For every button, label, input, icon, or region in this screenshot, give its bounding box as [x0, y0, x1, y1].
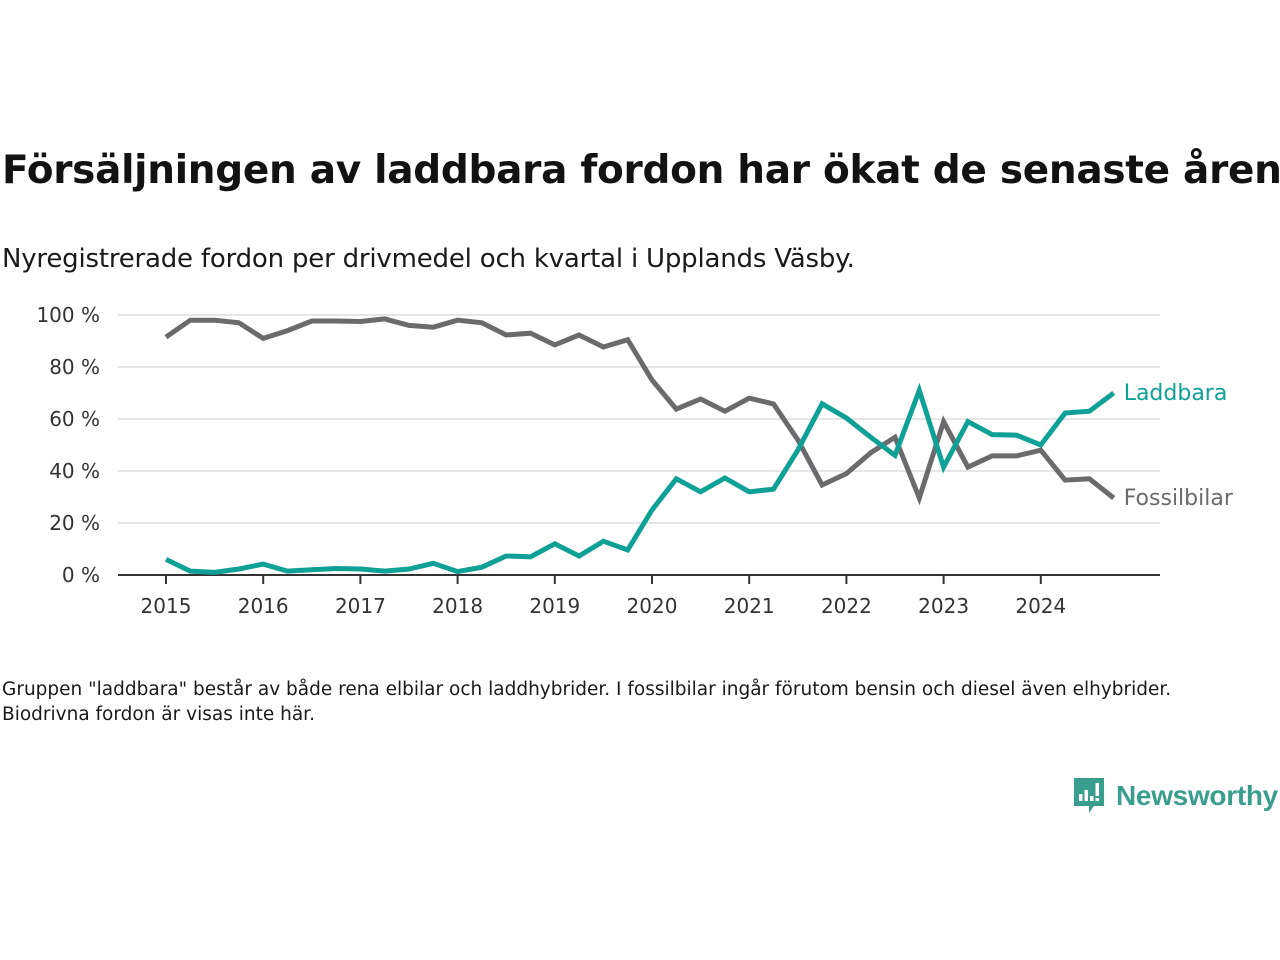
y-tick-label: 60 % — [49, 407, 100, 431]
gridlines — [118, 314, 1160, 524]
x-tick-label: 2024 — [1015, 594, 1066, 618]
x-tick-label: 2022 — [821, 594, 872, 618]
newsworthy-logo[interactable]: Newsworthy — [1072, 776, 1278, 816]
x-tick-label: 2015 — [141, 594, 192, 618]
x-tick-label: 2019 — [529, 594, 580, 618]
x-tick-label: 2018 — [432, 594, 483, 618]
y-tick-label: 100 % — [36, 303, 100, 327]
x-tick-label: 2020 — [627, 594, 678, 618]
x-tick-label: 2016 — [238, 594, 289, 618]
series-labels: Fossilbilar Laddbara — [1124, 381, 1234, 511]
x-tick-label: 2021 — [724, 594, 775, 618]
y-tick-label: 20 % — [49, 511, 100, 535]
x-tick-label: 2017 — [335, 594, 386, 618]
y-tick-label: 0 % — [62, 563, 100, 587]
series-line-laddbara — [164, 382, 1116, 575]
x-tick-label: 2023 — [918, 594, 969, 618]
series-label-fossilbilar: Fossilbilar — [1124, 486, 1234, 511]
x-axis: 2015 2016 2017 2018 2019 2020 2021 2022 2023 2024 — [118, 574, 1160, 618]
chart-title: Försäljningen av laddbara fordon har öka… — [2, 148, 1280, 193]
line-chart: 0 %20 %40 %60 %80 %100 % 2015 2016 2017 201… — [36, 303, 1234, 618]
y-axis: 0 % 20 % 40 % 60 % 80 % 100 % — [36, 303, 100, 587]
series-lines — [164, 316, 1116, 575]
chart-subtitle: Nyregistrerade fordon per drivmedel och … — [2, 244, 855, 274]
series-label-laddbara: Laddbara — [1124, 381, 1228, 406]
y-tick-label: 80 % — [49, 355, 100, 379]
bar-chart-speech-bubble-icon — [1074, 778, 1104, 813]
brand-name: Newsworthy — [1116, 780, 1278, 811]
footnote: Gruppen "laddbara" består av både rena e… — [2, 679, 1172, 725]
y-tick-label: 40 % — [49, 459, 100, 483]
